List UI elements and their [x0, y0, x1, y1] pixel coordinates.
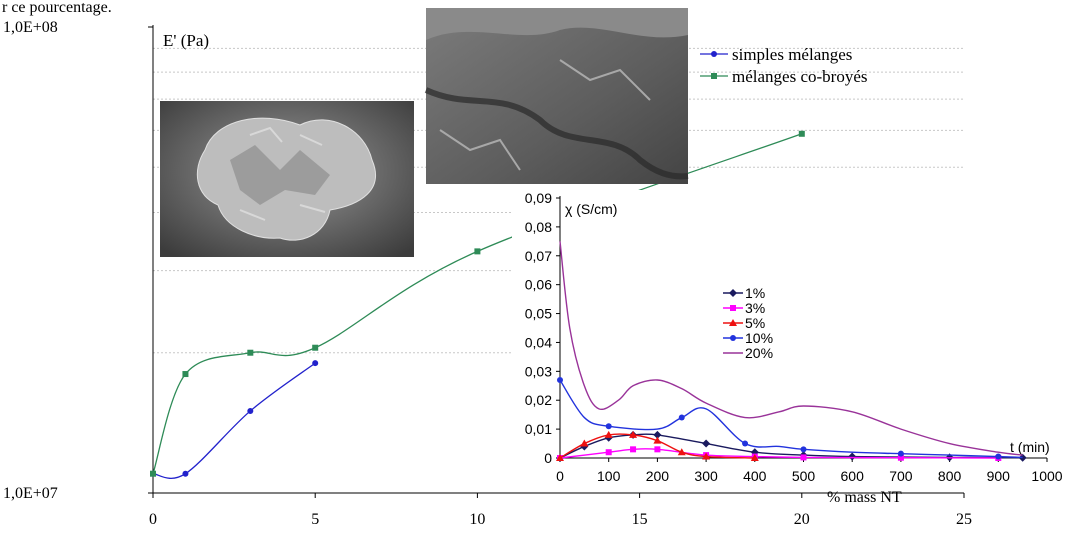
main-x-ticks: 0 5 10 15 20 25	[149, 493, 972, 528]
inset-x-tick-label: 1000	[1031, 468, 1062, 484]
inset-y-tick-label: 0,03	[525, 363, 552, 379]
inset-data-point	[702, 439, 711, 448]
inset-legend-marker	[729, 319, 737, 326]
inset-legend-label: 10%	[745, 330, 773, 346]
inset-data-point	[580, 439, 589, 447]
inset-legend-label: 1%	[745, 285, 765, 301]
header-fragment: r ce pourcentage.	[2, 0, 112, 16]
inset-data-point	[800, 454, 807, 461]
inset-legend-marker	[730, 335, 736, 341]
inset-legend-label: 3%	[745, 300, 765, 316]
inset-x-tick-label: 0	[556, 468, 564, 484]
inset-data-point	[677, 448, 686, 456]
inset-y-tick-label: 0	[544, 450, 552, 466]
inset-data-point	[654, 446, 661, 453]
inset-series-line-5pct	[559, 433, 755, 459]
x-axis-title: % mass NT	[827, 489, 902, 506]
inset-y-tick-label: 0,06	[525, 277, 552, 293]
data-point	[312, 344, 319, 351]
inset-data-point	[1018, 453, 1027, 462]
x-tick-label: 10	[469, 511, 485, 528]
inset-x-tick-label: 500	[792, 468, 816, 484]
inset-data-point	[653, 430, 662, 439]
data-point	[247, 407, 254, 414]
x-tick-label: 15	[632, 511, 648, 528]
legend-marker	[711, 51, 717, 57]
x-tick-label: 0	[149, 511, 157, 528]
inset-legend-marker	[729, 289, 737, 297]
inset-x-tick-label: 400	[743, 468, 767, 484]
inset-x-axis-title: t (min)	[1010, 439, 1050, 455]
inset-legend-label: 20%	[745, 345, 773, 361]
inset-data-point	[557, 377, 563, 383]
inset-x-tick-label: 900	[987, 468, 1011, 484]
data-point	[182, 371, 189, 378]
inset-data-point	[702, 452, 711, 460]
inset-x-tick-label: 200	[646, 468, 670, 484]
inset-legend-marker	[730, 305, 736, 311]
inset-y-tick-label: 0,09	[525, 190, 552, 206]
y-axis-bottom-label: 1,0E+07	[3, 485, 58, 502]
inset-y-tick-label: 0,08	[525, 219, 552, 235]
inset-y-tick-label: 0,01	[525, 421, 552, 437]
data-point	[474, 248, 481, 255]
y-axis-title: E' (Pa)	[163, 31, 209, 50]
inset-series-line-10pct	[559, 379, 1023, 459]
inset-series-line-3pct	[559, 448, 999, 459]
series-line-1	[152, 362, 316, 479]
data-point	[312, 360, 319, 367]
data-point	[798, 130, 805, 137]
legend-marker	[711, 73, 717, 79]
x-tick-label: 20	[794, 511, 810, 528]
main-axes	[148, 25, 964, 494]
legend-label: mélanges co-broyés	[732, 67, 867, 86]
inset-x-tick-label: 800	[938, 468, 962, 484]
inset-y-axis-title: χ (S/cm)	[565, 201, 617, 217]
x-tick-label: 5	[311, 511, 319, 528]
data-point	[150, 470, 156, 477]
inset-y-tick-label: 0,07	[525, 248, 552, 264]
inset-data-point	[605, 449, 612, 456]
legend-label: simples mélanges	[732, 45, 852, 64]
data-point	[182, 470, 189, 477]
inset-data-point	[556, 454, 564, 461]
inset-data-point	[897, 450, 904, 457]
inset-data-point	[800, 446, 807, 453]
inset-data-point	[653, 436, 662, 444]
inset-y-ticks: 0 0,01 0,02 0,03 0,04 0,05 0,06 0,07 0,08 0,09	[525, 190, 560, 466]
inset-y-tick-label: 0,02	[525, 392, 552, 408]
inset-series	[556, 241, 1027, 462]
main-legend: simples mélanges mélanges co-broyés	[700, 45, 867, 86]
inset-axes	[512, 190, 1053, 488]
inset-x-tick-label: 300	[694, 468, 718, 484]
sem-particle-photo	[160, 101, 414, 257]
inset-data-point	[629, 430, 638, 438]
inset-y-tick-label: 0,04	[525, 334, 552, 350]
inset-data-point	[995, 453, 1002, 460]
inset-x-tick-label: 100	[597, 468, 621, 484]
y-axis-top-label: 1,0E+08	[3, 19, 58, 36]
inset-data-point	[678, 414, 685, 421]
inset-data-point	[605, 423, 612, 430]
inset-x-tick-label: 600	[841, 468, 865, 484]
x-tick-label: 25	[956, 511, 972, 528]
inset-data-point	[848, 452, 857, 461]
inset-legend-label: 5%	[745, 315, 765, 331]
inset-data-point	[630, 446, 637, 453]
inset-data-point	[742, 440, 749, 447]
inset-data-point	[604, 430, 613, 438]
sem-surface-photo	[424, 8, 689, 184]
inset-data-point	[750, 454, 759, 461]
inset-y-tick-label: 0,05	[525, 306, 552, 322]
inset-series-line-20pct	[559, 241, 1023, 456]
inset-data-point	[897, 454, 904, 461]
inset-x-tick-label: 700	[889, 468, 913, 484]
inset-x-ticks: 0 100 200 300 400 500 600 700 800 900 1000	[556, 458, 1063, 484]
inset-legend: 1%3%5%10%20%	[723, 285, 773, 361]
data-point	[247, 349, 254, 356]
